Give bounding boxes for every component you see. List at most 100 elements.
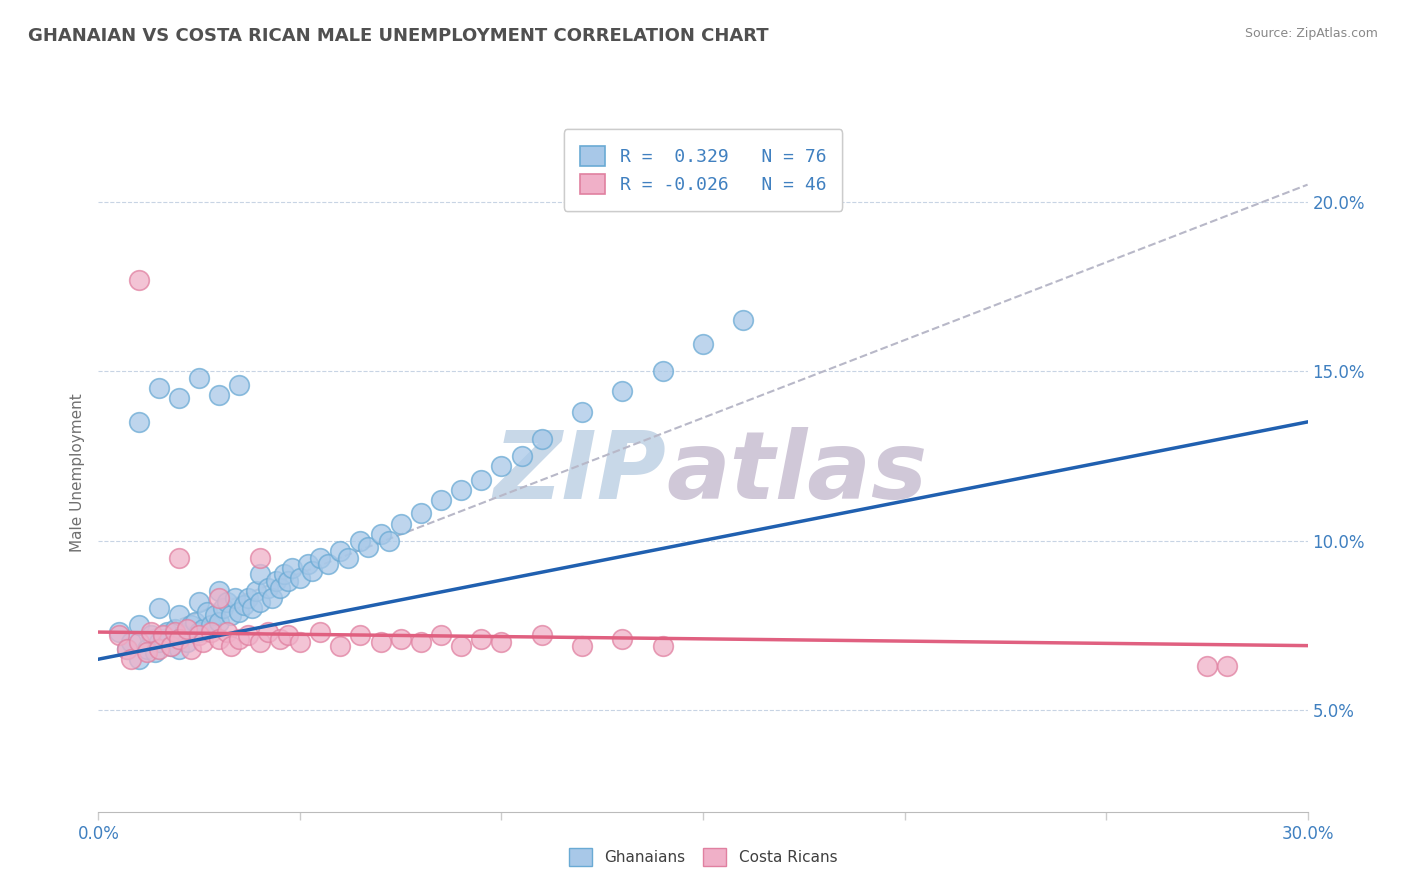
Point [212, 601, 235, 615]
Point [571, 405, 593, 419]
Point [249, 567, 271, 582]
Point [163, 622, 186, 636]
Point [430, 492, 453, 507]
Point [135, 642, 157, 657]
Point [148, 642, 170, 657]
Point [156, 625, 179, 640]
Point [309, 625, 332, 640]
Point [188, 628, 211, 642]
Point [167, 632, 190, 646]
Point [357, 541, 380, 555]
Point [1195, 659, 1218, 673]
Point [160, 639, 183, 653]
Point [349, 533, 371, 548]
Point [167, 642, 190, 657]
Point [107, 625, 129, 640]
Point [139, 625, 162, 640]
Point [152, 628, 174, 642]
Point [128, 272, 150, 286]
Point [377, 533, 399, 548]
Point [184, 615, 207, 629]
Point [128, 618, 150, 632]
Point [264, 574, 287, 589]
Point [135, 645, 157, 659]
Point [148, 601, 170, 615]
Point [470, 632, 492, 646]
Point [115, 642, 138, 657]
Point [269, 632, 291, 646]
Point [180, 642, 202, 657]
Point [224, 591, 246, 606]
Point [430, 628, 453, 642]
Point [288, 635, 311, 649]
Point [188, 371, 211, 385]
Point [193, 622, 215, 636]
Point [530, 628, 553, 642]
Point [651, 639, 673, 653]
Point [470, 473, 492, 487]
Point [240, 601, 263, 615]
Point [152, 632, 174, 646]
Text: GHANAIAN VS COSTA RICAN MALE UNEMPLOYMENT CORRELATION CHART: GHANAIAN VS COSTA RICAN MALE UNEMPLOYMEN… [28, 27, 769, 45]
Point [530, 432, 553, 446]
Point [269, 581, 291, 595]
Point [337, 550, 360, 565]
Point [389, 632, 412, 646]
Point [167, 391, 190, 405]
Point [167, 608, 190, 623]
Point [115, 642, 138, 657]
Point [491, 458, 513, 473]
Point [409, 635, 432, 649]
Point [612, 632, 634, 646]
Point [107, 628, 129, 642]
Point [309, 550, 332, 565]
Point [228, 605, 250, 619]
Point [349, 628, 371, 642]
Point [200, 625, 222, 640]
Point [208, 584, 231, 599]
Point [217, 625, 239, 640]
Point [176, 635, 198, 649]
Point [277, 574, 299, 589]
Point [195, 605, 218, 619]
Point [160, 639, 183, 653]
Point [571, 639, 593, 653]
Point [221, 608, 243, 623]
Point [491, 635, 513, 649]
Point [389, 516, 412, 531]
Point [148, 635, 170, 649]
Legend: R =  0.329   N = 76, R = -0.026   N = 46: R = 0.329 N = 76, R = -0.026 N = 46 [564, 129, 842, 211]
Point [249, 550, 271, 565]
Point [1216, 659, 1239, 673]
Point [167, 550, 190, 565]
Text: ZIP: ZIP [494, 426, 666, 519]
Point [510, 449, 533, 463]
Point [245, 584, 267, 599]
Point [733, 313, 755, 327]
Point [281, 560, 304, 574]
Point [370, 526, 392, 541]
Point [217, 594, 239, 608]
Point [128, 652, 150, 666]
Point [180, 618, 202, 632]
Legend: Ghanaians, Costa Ricans: Ghanaians, Costa Ricans [560, 838, 846, 875]
Point [301, 564, 323, 578]
Point [208, 615, 231, 629]
Point [236, 628, 259, 642]
Point [232, 598, 254, 612]
Point [120, 635, 142, 649]
Point [236, 591, 259, 606]
Point [208, 632, 231, 646]
Point [450, 639, 472, 653]
Point [316, 558, 339, 572]
Point [176, 622, 198, 636]
Point [288, 571, 311, 585]
Point [692, 337, 714, 351]
Point [329, 543, 352, 558]
Point [148, 381, 170, 395]
Point [277, 628, 299, 642]
Point [204, 608, 226, 623]
Point [172, 628, 194, 642]
Point [651, 364, 673, 378]
Text: atlas: atlas [666, 426, 928, 519]
